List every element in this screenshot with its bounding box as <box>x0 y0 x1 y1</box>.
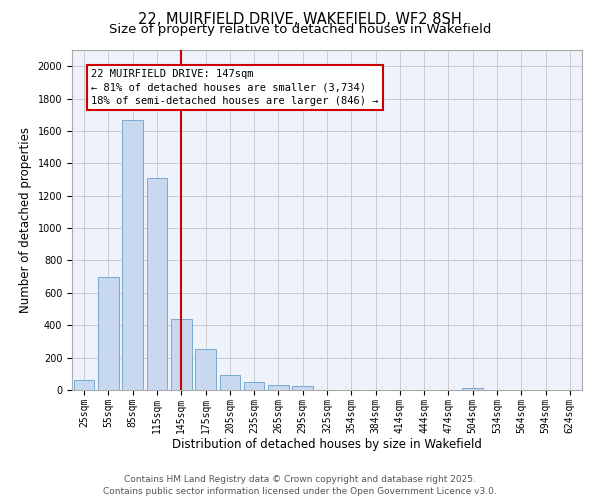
Bar <box>463 388 483 390</box>
Bar <box>146 178 167 390</box>
Bar <box>244 382 265 390</box>
Text: 22 MUIRFIELD DRIVE: 147sqm
← 81% of detached houses are smaller (3,734)
18% of s: 22 MUIRFIELD DRIVE: 147sqm ← 81% of deta… <box>91 70 379 106</box>
Bar <box>122 120 143 390</box>
Bar <box>292 386 313 390</box>
X-axis label: Distribution of detached houses by size in Wakefield: Distribution of detached houses by size … <box>172 438 482 452</box>
Bar <box>98 276 119 390</box>
Text: Contains HM Land Registry data © Crown copyright and database right 2025.
Contai: Contains HM Land Registry data © Crown c… <box>103 474 497 496</box>
Text: 22, MUIRFIELD DRIVE, WAKEFIELD, WF2 8SH: 22, MUIRFIELD DRIVE, WAKEFIELD, WF2 8SH <box>138 12 462 28</box>
Bar <box>171 319 191 390</box>
Text: Size of property relative to detached houses in Wakefield: Size of property relative to detached ho… <box>109 22 491 36</box>
Bar <box>268 385 289 390</box>
Bar <box>220 376 240 390</box>
Y-axis label: Number of detached properties: Number of detached properties <box>19 127 32 313</box>
Bar <box>74 380 94 390</box>
Bar <box>195 348 216 390</box>
